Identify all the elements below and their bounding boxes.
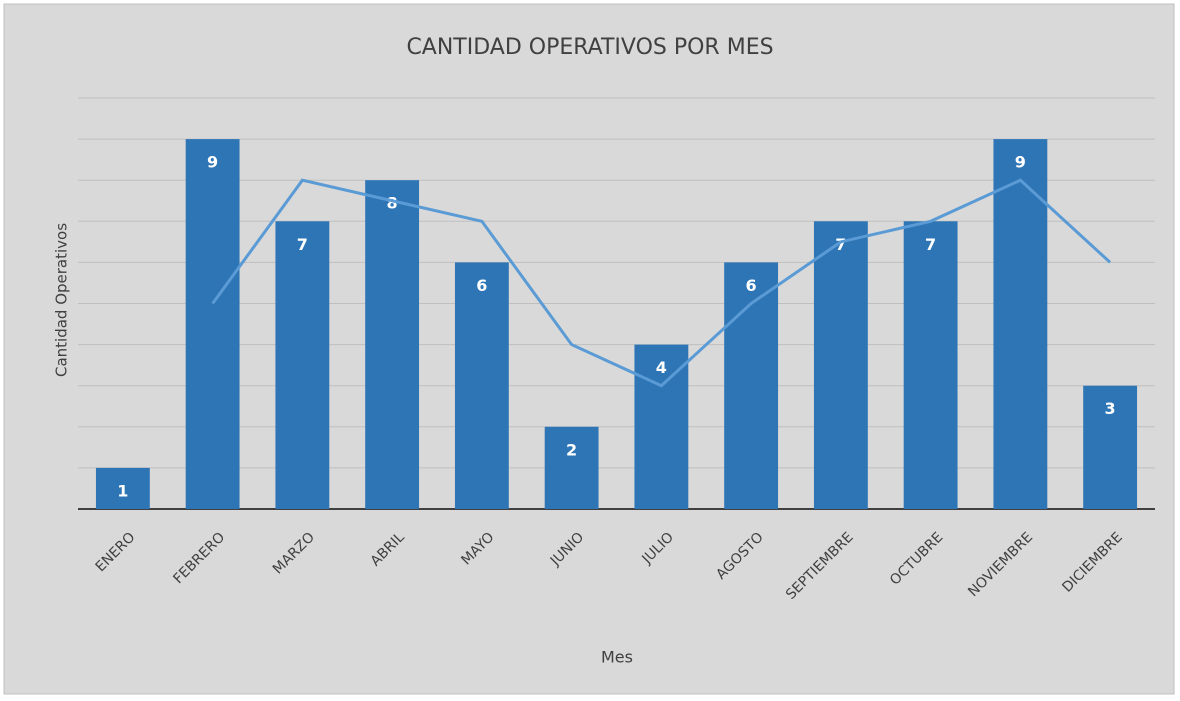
- data-label: 1: [117, 481, 128, 500]
- bar: [275, 221, 330, 510]
- data-label: 6: [746, 276, 757, 295]
- bar: [634, 344, 689, 509]
- bar: [544, 426, 599, 509]
- data-label: 9: [207, 153, 218, 172]
- data-label: 4: [656, 358, 667, 377]
- bar: [365, 180, 420, 509]
- data-label: 7: [835, 235, 846, 254]
- bar: [993, 139, 1048, 509]
- data-label: 3: [1105, 399, 1116, 418]
- data-label: 7: [925, 235, 936, 254]
- bar: [185, 139, 240, 509]
- y-axis-label: Cantidad Operativos: [53, 223, 71, 377]
- bar: [95, 467, 150, 509]
- bar: [903, 221, 958, 510]
- data-label: 7: [297, 235, 308, 254]
- bar: [1083, 385, 1138, 509]
- bar: [813, 221, 868, 510]
- data-label: 2: [566, 440, 577, 459]
- data-label: 8: [387, 194, 398, 213]
- line: [211, 178, 1112, 388]
- data-label: 9: [1015, 153, 1026, 172]
- x-axis-label: Mes: [601, 648, 633, 667]
- bar: [454, 262, 509, 509]
- bar: [724, 262, 779, 509]
- data-label: 6: [476, 276, 487, 295]
- chart-title: CANTIDAD OPERATIVOS POR MES: [406, 35, 773, 60]
